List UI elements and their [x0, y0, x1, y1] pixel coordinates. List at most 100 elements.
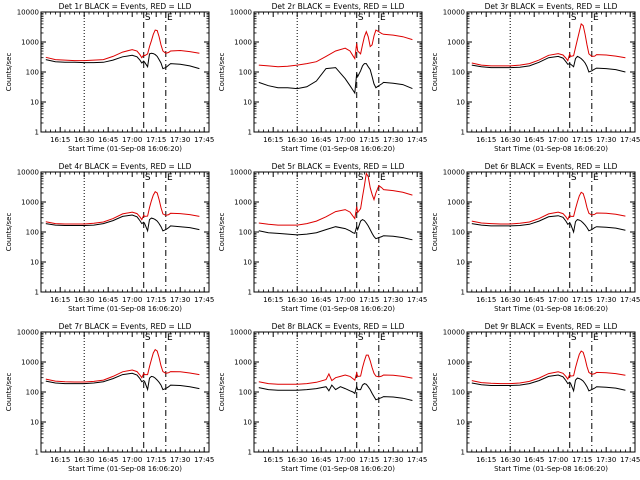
series-line-lld — [258, 172, 413, 226]
y-axis-label: Counts/sec — [431, 373, 439, 412]
x-axis-label: Start Time (01-Sep-08 16:06:20) — [494, 145, 608, 153]
x-tick-label: 16:30 — [74, 296, 94, 304]
x-tick-label: 17:30 — [383, 296, 403, 304]
start-marker-label: S — [571, 13, 577, 23]
chart-panel-8: Det 8r BLACK = Events, RED = LLD S E 1 10 100… — [218, 322, 427, 473]
y-tick-label: 10 — [30, 259, 39, 267]
y-tick-label: 10000 — [443, 329, 465, 337]
series-line-events — [471, 374, 626, 393]
x-tick-label: 17:45 — [620, 136, 640, 144]
x-tick-label: 16:45 — [98, 456, 118, 464]
series-line-events — [258, 383, 413, 401]
y-tick-label: 1000 — [21, 39, 39, 47]
y-tick-label: 1000 — [234, 199, 252, 207]
y-tick-label: 1000 — [447, 199, 465, 207]
x-tick-label: 17:45 — [620, 456, 640, 464]
x-tick-label: 17:30 — [383, 136, 403, 144]
panel-title: Det 7r BLACK = Events, RED = LLD — [59, 322, 192, 331]
x-tick-label: 16:30 — [74, 136, 94, 144]
y-axis-label: Counts/sec — [431, 213, 439, 252]
y-tick-label: 1000 — [21, 199, 39, 207]
y-axis-label: Counts/sec — [431, 53, 439, 92]
end-marker-label: E — [593, 333, 599, 343]
end-marker-label: E — [593, 13, 599, 23]
y-tick-label: 10 — [243, 419, 252, 427]
series-line-lld — [45, 29, 200, 62]
plot-frame — [466, 11, 636, 133]
x-tick-label: 16:15 — [263, 296, 283, 304]
series-line-events — [471, 215, 626, 234]
chart-panel-3: Det 3r BLACK = Events, RED = LLD S E 1 10 100… — [431, 2, 640, 153]
x-tick-label: 17:30 — [170, 296, 190, 304]
x-tick-label: 17:00 — [548, 456, 568, 464]
y-tick-label: 10000 — [443, 9, 465, 17]
y-tick-label: 10000 — [230, 329, 252, 337]
y-tick-label: 100 — [239, 69, 252, 77]
y-tick-label: 1 — [461, 289, 465, 297]
chart-panel-6: Det 6r BLACK = Events, RED = LLD S E 1 10 100… — [431, 162, 640, 313]
y-axis-label: Counts/sec — [218, 53, 226, 92]
x-axis-label: Start Time (01-Sep-08 16:06:20) — [68, 145, 182, 153]
y-tick-label: 100 — [452, 229, 465, 237]
x-axis-label: Start Time (01-Sep-08 16:06:20) — [494, 465, 608, 473]
x-tick-label: 16:30 — [74, 456, 94, 464]
y-tick-label: 1000 — [21, 359, 39, 367]
series-line-events — [45, 214, 200, 233]
y-tick-label: 1000 — [234, 359, 252, 367]
start-marker-label: S — [571, 173, 577, 183]
x-tick-label: 16:15 — [50, 456, 70, 464]
y-tick-label: 1000 — [234, 39, 252, 47]
x-tick-label: 16:45 — [524, 136, 544, 144]
y-tick-label: 1 — [248, 129, 252, 137]
y-tick-label: 1000 — [447, 359, 465, 367]
x-tick-label: 16:15 — [263, 456, 283, 464]
start-marker-label: S — [145, 13, 151, 23]
plot-frame — [40, 11, 210, 133]
x-tick-label: 17:15 — [572, 136, 592, 144]
y-tick-label: 1 — [35, 449, 39, 457]
series-line-lld — [258, 29, 413, 68]
chart-panel-1: Det 1r BLACK = Events, RED = LLD S E 1 10 100… — [5, 2, 214, 153]
plot-frame — [40, 331, 210, 453]
end-marker-label: E — [167, 13, 173, 23]
x-tick-label: 17:00 — [335, 136, 355, 144]
y-tick-label: 10 — [456, 99, 465, 107]
plot-frame — [253, 11, 423, 133]
y-tick-label: 100 — [26, 69, 39, 77]
start-marker-label: S — [145, 173, 151, 183]
y-tick-label: 1 — [35, 129, 39, 137]
panel-title: Det 6r BLACK = Events, RED = LLD — [485, 162, 618, 171]
y-tick-label: 10000 — [17, 9, 39, 17]
series-lines — [45, 348, 200, 392]
end-marker-label: E — [380, 173, 386, 183]
chart-panel-4: Det 4r BLACK = Events, RED = LLD S E 1 10 100… — [5, 162, 214, 313]
series-lines — [471, 22, 626, 73]
x-axis-label: Start Time (01-Sep-08 16:06:20) — [68, 465, 182, 473]
y-tick-label: 1 — [248, 289, 252, 297]
end-marker-label: E — [167, 173, 173, 183]
series-line-events — [45, 372, 200, 392]
series-lines — [258, 172, 413, 241]
x-tick-label: 17:00 — [335, 456, 355, 464]
plot-frame — [466, 331, 636, 453]
y-axis-label: Counts/sec — [5, 373, 13, 412]
x-tick-label: 17:00 — [122, 456, 142, 464]
x-tick-label: 17:00 — [122, 136, 142, 144]
series-line-lld — [471, 22, 626, 67]
end-marker-label: E — [593, 173, 599, 183]
series-lines — [471, 350, 626, 393]
end-marker-label: E — [167, 333, 173, 343]
x-axis-label: Start Time (01-Sep-08 16:06:20) — [68, 305, 182, 313]
panel-title: Det 1r BLACK = Events, RED = LLD — [59, 2, 192, 11]
x-tick-label: 17:45 — [407, 136, 427, 144]
x-tick-label: 17:45 — [407, 456, 427, 464]
y-tick-label: 10000 — [17, 169, 39, 177]
start-marker-label: S — [358, 173, 364, 183]
x-tick-label: 17:15 — [572, 456, 592, 464]
x-axis-label: Start Time (01-Sep-08 16:06:20) — [281, 465, 395, 473]
series-line-lld — [45, 348, 200, 383]
x-tick-label: 16:15 — [50, 136, 70, 144]
y-tick-label: 100 — [452, 389, 465, 397]
y-tick-label: 10 — [243, 259, 252, 267]
